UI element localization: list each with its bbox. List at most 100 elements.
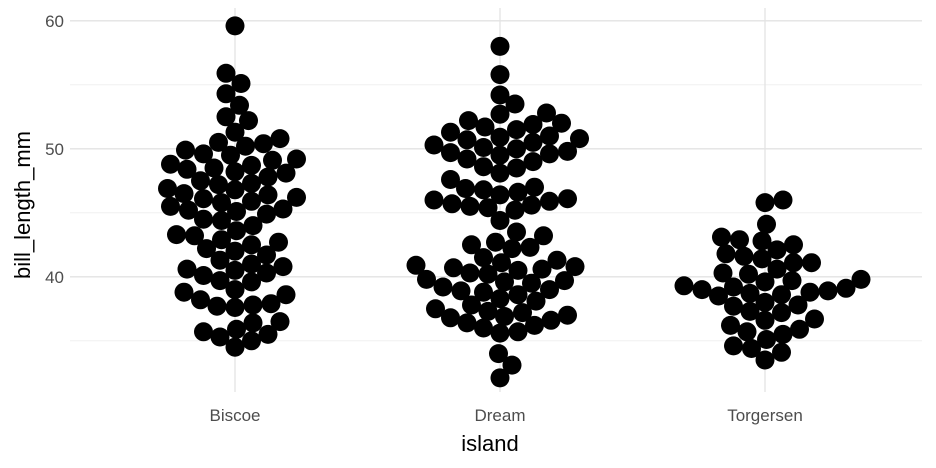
data-point bbox=[474, 248, 493, 268]
data-point bbox=[836, 278, 856, 298]
data-point bbox=[558, 305, 577, 325]
x-tick-label: Biscoe bbox=[209, 406, 260, 425]
data-point bbox=[805, 309, 824, 329]
data-point bbox=[490, 36, 510, 56]
data-point bbox=[242, 191, 261, 211]
data-point bbox=[767, 240, 787, 260]
data-point bbox=[475, 117, 495, 137]
data-point bbox=[757, 214, 776, 234]
data-point bbox=[242, 331, 261, 351]
points-layer bbox=[158, 16, 871, 388]
data-point bbox=[194, 189, 213, 209]
data-point bbox=[257, 245, 276, 265]
data-point bbox=[210, 271, 230, 291]
data-point bbox=[236, 136, 255, 156]
data-point bbox=[534, 226, 553, 246]
data-point bbox=[505, 200, 525, 220]
data-point bbox=[227, 221, 246, 241]
data-point bbox=[490, 368, 510, 388]
data-point bbox=[225, 298, 245, 317]
x-tick-labels: Biscoe Dream Torgersen bbox=[209, 406, 802, 425]
data-point bbox=[212, 211, 231, 230]
data-point bbox=[462, 295, 481, 315]
data-point bbox=[565, 257, 585, 277]
data-point bbox=[724, 296, 743, 316]
data-point bbox=[721, 315, 740, 335]
data-point bbox=[258, 185, 278, 205]
data-point bbox=[740, 301, 760, 321]
data-point bbox=[532, 259, 552, 279]
data-point bbox=[558, 141, 577, 161]
data-point bbox=[263, 150, 282, 170]
data-point bbox=[713, 263, 733, 283]
data-point bbox=[216, 63, 236, 83]
data-point bbox=[490, 65, 510, 85]
data-point bbox=[177, 159, 197, 179]
data-point bbox=[225, 241, 245, 261]
data-point bbox=[197, 239, 216, 259]
data-point bbox=[225, 180, 245, 200]
data-point bbox=[460, 263, 480, 283]
data-point bbox=[276, 163, 296, 183]
data-point bbox=[225, 260, 245, 280]
data-point bbox=[270, 312, 290, 332]
data-point bbox=[273, 199, 293, 219]
data-point bbox=[258, 167, 278, 187]
data-point bbox=[800, 282, 820, 302]
data-point bbox=[540, 144, 559, 164]
data-point bbox=[257, 263, 276, 283]
data-point bbox=[158, 179, 177, 198]
data-point bbox=[406, 255, 426, 275]
data-point bbox=[474, 138, 493, 157]
data-point bbox=[752, 249, 772, 269]
data-point bbox=[459, 111, 478, 131]
data-point bbox=[526, 291, 546, 311]
data-point bbox=[227, 202, 246, 221]
data-point bbox=[457, 149, 477, 169]
data-point bbox=[242, 155, 261, 175]
data-point bbox=[194, 322, 213, 342]
data-point bbox=[287, 187, 306, 207]
data-point bbox=[441, 122, 460, 142]
data-point bbox=[502, 239, 522, 259]
data-point bbox=[161, 196, 180, 216]
data-point bbox=[417, 269, 436, 289]
data-point bbox=[767, 259, 787, 279]
data-point bbox=[243, 295, 263, 315]
data-point bbox=[239, 111, 258, 131]
data-point bbox=[212, 230, 231, 250]
data-point bbox=[540, 126, 559, 146]
data-point bbox=[490, 85, 510, 105]
data-point bbox=[724, 336, 743, 356]
data-point bbox=[523, 115, 543, 134]
data-point bbox=[490, 145, 510, 165]
data-point bbox=[490, 163, 510, 183]
data-point bbox=[273, 257, 293, 277]
data-point bbox=[212, 193, 231, 213]
data-point bbox=[709, 286, 728, 306]
x-tick-label: Dream bbox=[474, 406, 525, 425]
data-point bbox=[523, 152, 543, 172]
data-point bbox=[782, 271, 802, 291]
data-point bbox=[555, 271, 574, 291]
data-point bbox=[730, 230, 749, 250]
data-point bbox=[242, 254, 261, 274]
data-point bbox=[507, 139, 526, 159]
data-point bbox=[755, 292, 775, 312]
data-point bbox=[490, 104, 510, 124]
data-point bbox=[478, 264, 498, 284]
y-tick-label: 60 bbox=[45, 12, 64, 31]
data-point bbox=[242, 173, 261, 193]
data-point bbox=[505, 94, 525, 114]
data-point bbox=[523, 132, 543, 152]
data-point bbox=[474, 180, 493, 200]
data-point bbox=[507, 158, 526, 178]
data-point bbox=[755, 193, 775, 213]
data-point bbox=[194, 144, 213, 164]
data-point bbox=[495, 272, 514, 292]
data-point bbox=[242, 272, 261, 292]
data-point bbox=[502, 355, 522, 375]
data-point bbox=[495, 307, 514, 326]
data-point bbox=[207, 296, 227, 316]
data-point bbox=[724, 277, 743, 297]
